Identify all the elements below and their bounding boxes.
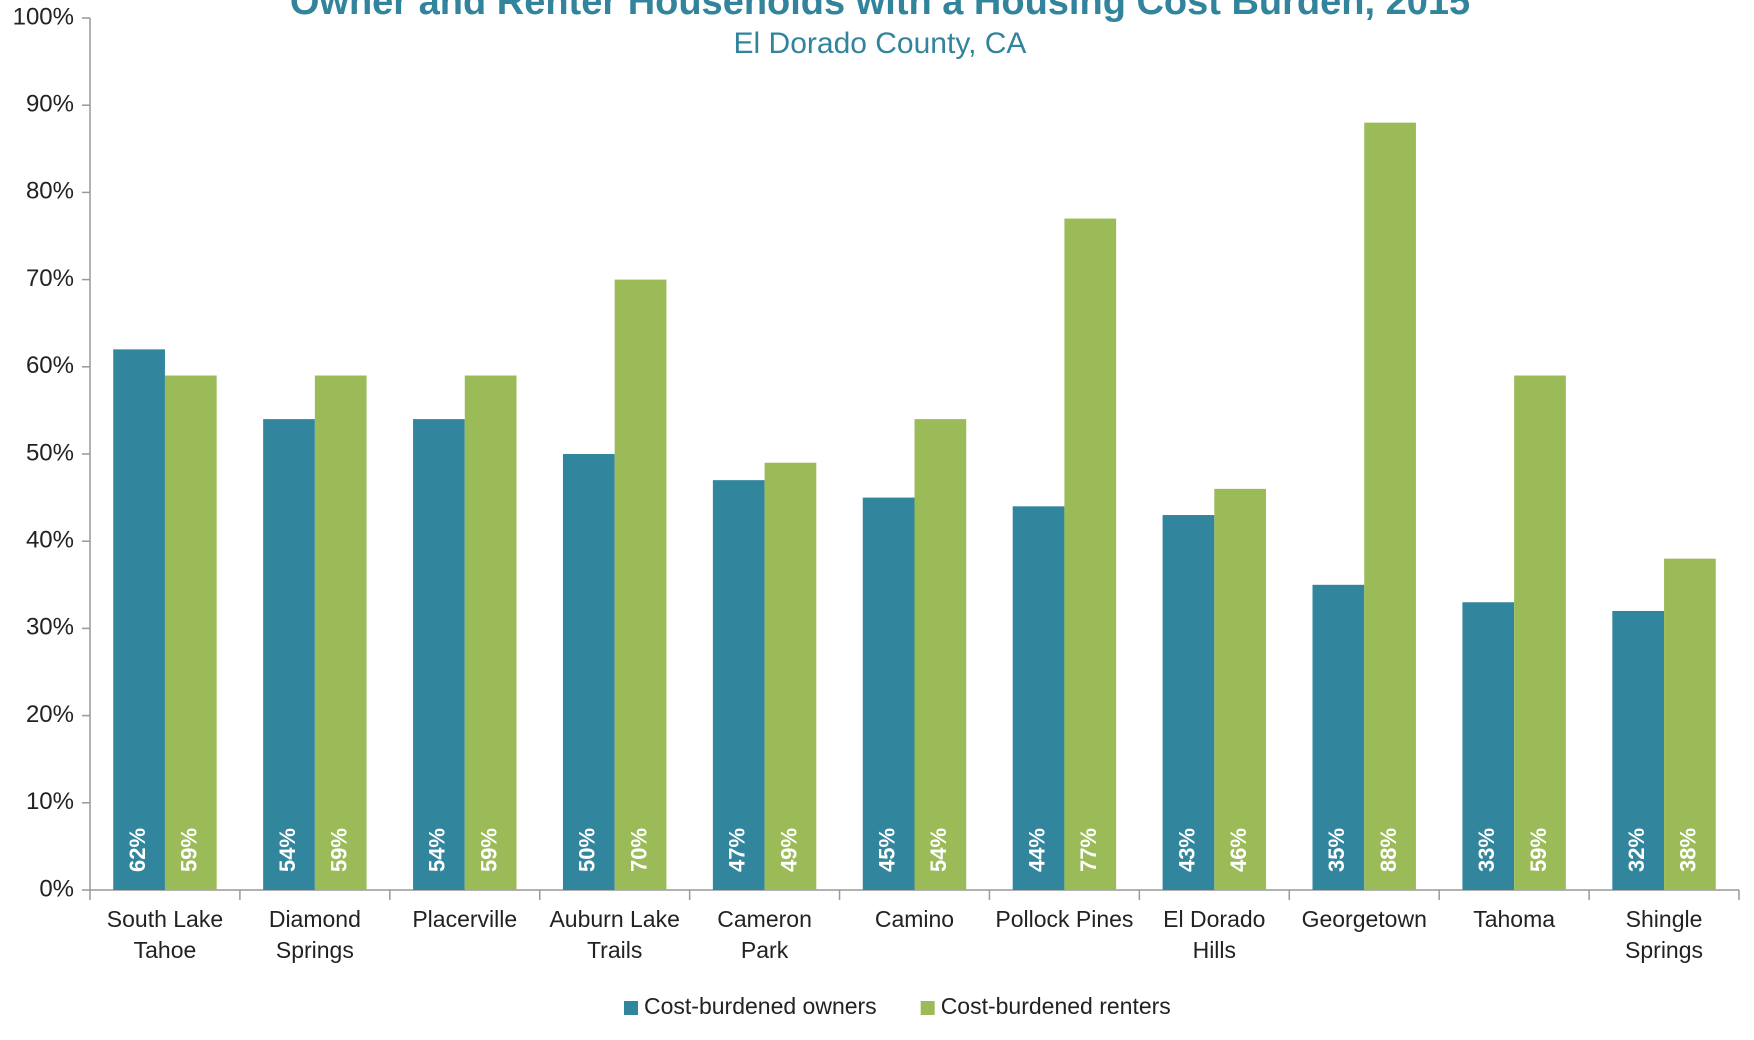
x-tick-label: El Dorado Hills — [1163, 906, 1266, 963]
chart-title: Owner and Renter Households with a Housi… — [290, 0, 1470, 23]
value-label: 46% — [1226, 828, 1251, 872]
bar — [614, 279, 667, 891]
value-label: 43% — [1174, 828, 1199, 872]
value-label: 54% — [425, 828, 450, 872]
bar — [1312, 584, 1365, 890]
y-tick-label: 80% — [26, 178, 74, 205]
legend-label: Cost-burdened owners — [644, 993, 877, 1019]
value-label: 62% — [125, 828, 150, 872]
y-tick-label: 0% — [39, 875, 74, 902]
y-tick-label: 60% — [26, 352, 74, 379]
legend-label: Cost-burdened renters — [941, 993, 1171, 1019]
value-label: 32% — [1624, 828, 1649, 872]
y-tick-label: 30% — [26, 614, 74, 641]
value-label: 59% — [327, 828, 352, 872]
y-tick-label: 70% — [26, 265, 74, 292]
bar — [712, 480, 765, 890]
value-label: 59% — [1526, 828, 1551, 872]
value-label: 50% — [575, 828, 600, 872]
x-tick-label: Shingle Springs — [1625, 906, 1704, 963]
value-label: 47% — [725, 828, 750, 872]
bar — [914, 419, 967, 890]
value-label: 54% — [275, 828, 300, 872]
x-tick-label: Pollock Pines — [995, 906, 1134, 932]
x-tick-label: Cameron Park — [717, 906, 812, 963]
y-tick-label: 50% — [26, 439, 74, 466]
value-label: 44% — [1024, 828, 1049, 872]
chart-subtitle: El Dorado County, CA — [734, 27, 1027, 60]
bar — [1162, 515, 1215, 890]
value-label: 38% — [1676, 828, 1701, 872]
legend-swatch — [624, 1001, 638, 1015]
value-label: 59% — [476, 828, 501, 872]
value-label: 54% — [926, 828, 951, 872]
bar — [1462, 602, 1515, 890]
value-label: 49% — [776, 828, 801, 872]
x-tick-label: Camino — [874, 906, 955, 932]
bar — [113, 349, 165, 890]
bar — [263, 419, 315, 890]
y-tick-label: 90% — [26, 91, 74, 118]
bar — [1664, 558, 1716, 890]
value-label: 88% — [1376, 828, 1401, 872]
x-tick-label: Tahoma — [1473, 906, 1556, 932]
x-tick-label: South Lake Tahoe — [106, 906, 224, 963]
bar — [1514, 375, 1566, 890]
bar — [413, 419, 465, 890]
bar — [1214, 488, 1267, 890]
bar — [464, 375, 517, 890]
bar — [1612, 610, 1665, 890]
y-tick-label: 40% — [26, 527, 74, 554]
value-label: 35% — [1324, 828, 1349, 872]
x-tick-label: Placerville — [412, 906, 518, 932]
bar — [164, 375, 217, 890]
x-tick-label: Georgetown — [1301, 906, 1427, 932]
bar — [1064, 218, 1117, 890]
bar — [764, 462, 817, 890]
value-label: 33% — [1474, 828, 1499, 872]
y-tick-label: 10% — [26, 788, 74, 815]
legend-swatch — [920, 1001, 935, 1015]
x-tick-label: Auburn Lake Trails — [549, 906, 680, 963]
value-label: 70% — [626, 828, 651, 872]
bar — [1364, 122, 1416, 890]
value-label: 77% — [1076, 828, 1101, 872]
bar — [862, 497, 915, 890]
bar — [562, 454, 615, 890]
y-tick-label: 100% — [13, 3, 74, 30]
bar — [314, 375, 367, 890]
value-label: 45% — [874, 828, 899, 872]
bar — [1012, 506, 1065, 890]
y-tick-label: 20% — [26, 701, 74, 728]
value-label: 59% — [177, 828, 202, 872]
x-tick-label: Diamond Springs — [268, 906, 361, 963]
